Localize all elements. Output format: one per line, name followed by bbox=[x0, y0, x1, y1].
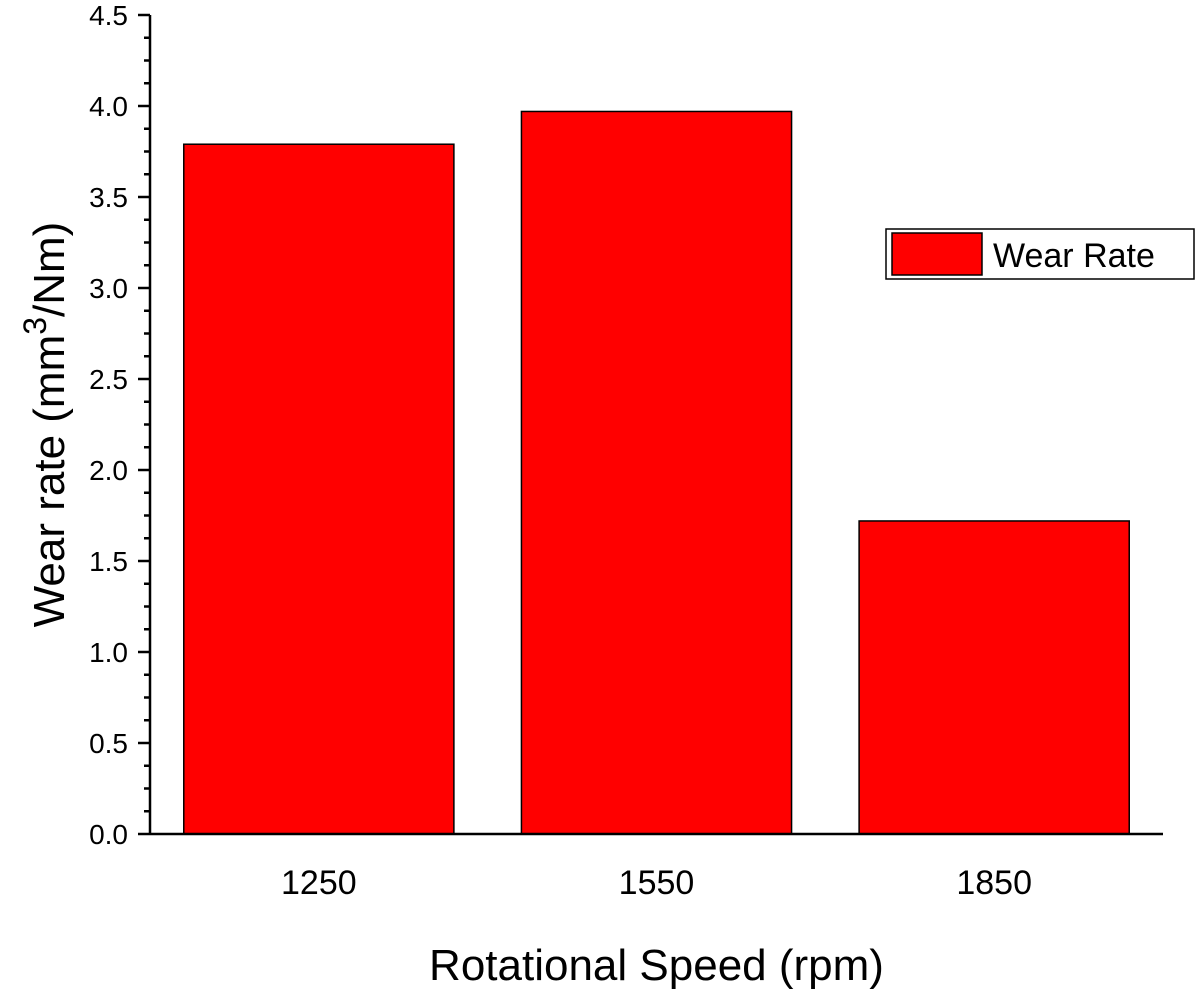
y-axis-title-suffix: /Nm) bbox=[25, 222, 74, 317]
y-tick-label: 2.0 bbox=[89, 455, 128, 486]
y-tick-label: 3.5 bbox=[89, 182, 128, 213]
bars-group bbox=[183, 110, 1130, 835]
bar-1550 bbox=[520, 110, 793, 835]
y-tick-label: 2.5 bbox=[89, 364, 128, 395]
y-tick-label: 4.5 bbox=[89, 0, 128, 31]
bar-1250 bbox=[183, 143, 455, 835]
x-axis-title: Rotational Speed (rpm) bbox=[429, 941, 884, 990]
y-ticks-group: 0.0 0.5 1.0 1.5 2.0 2.5 3.0 3.5 4.0 4.5 bbox=[89, 0, 150, 850]
legend: Wear Rate bbox=[885, 228, 1195, 280]
x-tick-label: 1850 bbox=[956, 864, 1032, 902]
bar-1850 bbox=[858, 520, 1130, 835]
legend-label: Wear Rate bbox=[993, 237, 1155, 275]
y-axis-title-prefix: Wear rate (mm bbox=[25, 335, 74, 628]
y-tick-label: 1.5 bbox=[89, 546, 128, 577]
y-tick-label: 0.5 bbox=[89, 728, 128, 759]
y-tick-label: 1.0 bbox=[89, 637, 128, 668]
x-tick-label: 1550 bbox=[619, 864, 695, 902]
y-tick-label: 3.0 bbox=[89, 273, 128, 304]
legend-swatch bbox=[891, 232, 983, 276]
y-axis-title-superscript: 3 bbox=[17, 317, 53, 335]
x-ticks-group: 1250 1550 1850 bbox=[281, 864, 1032, 902]
x-tick-label: 1250 bbox=[281, 864, 357, 902]
y-tick-label: 0.0 bbox=[89, 819, 128, 850]
y-tick-label: 4.0 bbox=[89, 91, 128, 122]
y-axis-title: Wear rate (mm3/Nm) bbox=[17, 222, 74, 628]
